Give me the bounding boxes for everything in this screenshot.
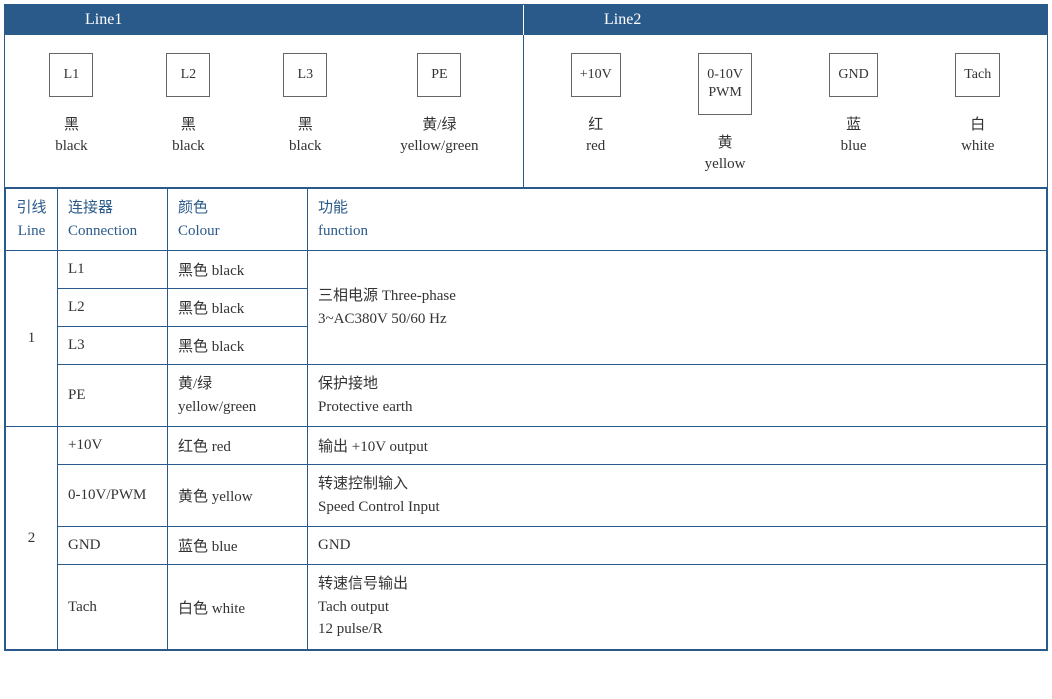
terminal-box: L3 [283, 53, 327, 97]
cell-colour: 红色 red [168, 427, 308, 465]
cell-colour: 黑色 black [168, 289, 308, 327]
terminal-gnd: GND 蓝 blue [829, 53, 877, 175]
terminal-plus10v: +10V 红 red [571, 53, 621, 175]
cell-conn: GND [58, 527, 168, 565]
terminal-panel-line2: +10V 红 red 0-10V PWM 黄 yellow GND 蓝 blue [524, 35, 1047, 188]
cell-line-2: 2 [6, 427, 58, 650]
terminal-label: 黑 black [283, 115, 327, 157]
header-line: 引线 Line [6, 189, 58, 251]
terminal-panel-line1: L1 黑 black L2 黑 black L3 黑 black [5, 35, 524, 188]
terminal-box: PE [417, 53, 461, 97]
cell-func: 转速信号输出 Tach output 12 pulse/R [308, 565, 1047, 650]
table-row: GND 蓝色 blue GND [6, 527, 1047, 565]
cell-colour: 黄色 yellow [168, 465, 308, 527]
cell-conn: 0-10V/PWM [58, 465, 168, 527]
header-row: Line1 Line2 [5, 5, 1047, 35]
table-row: Tach 白色 white 转速信号输出 Tach output 12 puls… [6, 565, 1047, 650]
cell-func: 转速控制输入 Speed Control Input [308, 465, 1047, 527]
header-line1: Line1 [5, 5, 524, 35]
terminal-box: +10V [571, 53, 621, 97]
table-row: PE 黄/绿 yellow/green 保护接地 Protective eart… [6, 365, 1047, 427]
terminal-tach: Tach 白 white [955, 53, 1000, 175]
cell-colour: 黑色 black [168, 251, 308, 289]
wiring-spec-container: Line1 Line2 L1 黑 black L2 黑 black L3 [4, 4, 1048, 651]
terminal-label: 黑 black [166, 115, 210, 157]
terminals-row: L1 黑 black L2 黑 black L3 黑 black [5, 35, 1047, 188]
terminal-label: 蓝 blue [829, 115, 877, 157]
terminal-box: 0-10V PWM [698, 53, 752, 115]
table-row: 1 L1 黑色 black 三相电源 Three-phase 3~AC380V … [6, 251, 1047, 289]
terminal-label: 白 white [955, 115, 1000, 157]
cell-func-three-phase: 三相电源 Three-phase 3~AC380V 50/60 Hz [308, 251, 1047, 365]
table-row: 0-10V/PWM 黄色 yellow 转速控制输入 Speed Control… [6, 465, 1047, 527]
terminal-PE: PE 黄/绿 yellow/green [400, 53, 478, 175]
cell-func-pe: 保护接地 Protective earth [308, 365, 1047, 427]
cell-func: GND [308, 527, 1047, 565]
cell-conn: L2 [58, 289, 168, 327]
terminal-label: 黄/绿 yellow/green [400, 115, 478, 157]
cell-colour: 黑色 black [168, 327, 308, 365]
cell-func: 输出 +10V output [308, 427, 1047, 465]
cell-colour: 白色 white [168, 565, 308, 650]
cell-conn: L1 [58, 251, 168, 289]
terminal-L3: L3 黑 black [283, 53, 327, 175]
cell-colour: 黄/绿 yellow/green [168, 365, 308, 427]
cell-line-1: 1 [6, 251, 58, 427]
terminal-0-10v-pwm: 0-10V PWM 黄 yellow [698, 53, 752, 175]
terminal-box: Tach [955, 53, 1000, 97]
terminal-L2: L2 黑 black [166, 53, 210, 175]
cell-conn: PE [58, 365, 168, 427]
header-connection: 连接器 Connection [58, 189, 168, 251]
terminal-label: 红 red [571, 115, 621, 157]
table-row: 2 +10V 红色 red 输出 +10V output [6, 427, 1047, 465]
cell-colour: 蓝色 blue [168, 527, 308, 565]
cell-conn: Tach [58, 565, 168, 650]
terminal-box: L1 [49, 53, 93, 97]
terminal-box: L2 [166, 53, 210, 97]
header-line2: Line2 [524, 5, 1047, 35]
header-function: 功能 function [308, 189, 1047, 251]
terminal-box: GND [829, 53, 877, 97]
cell-conn: L3 [58, 327, 168, 365]
spec-table: 引线 Line 连接器 Connection 颜色 Colour 功能 func… [5, 188, 1047, 650]
terminal-L1: L1 黑 black [49, 53, 93, 175]
table-header-row: 引线 Line 连接器 Connection 颜色 Colour 功能 func… [6, 189, 1047, 251]
header-colour: 颜色 Colour [168, 189, 308, 251]
terminal-label: 黑 black [49, 115, 93, 157]
terminal-label: 黄 yellow [698, 133, 752, 175]
cell-conn: +10V [58, 427, 168, 465]
